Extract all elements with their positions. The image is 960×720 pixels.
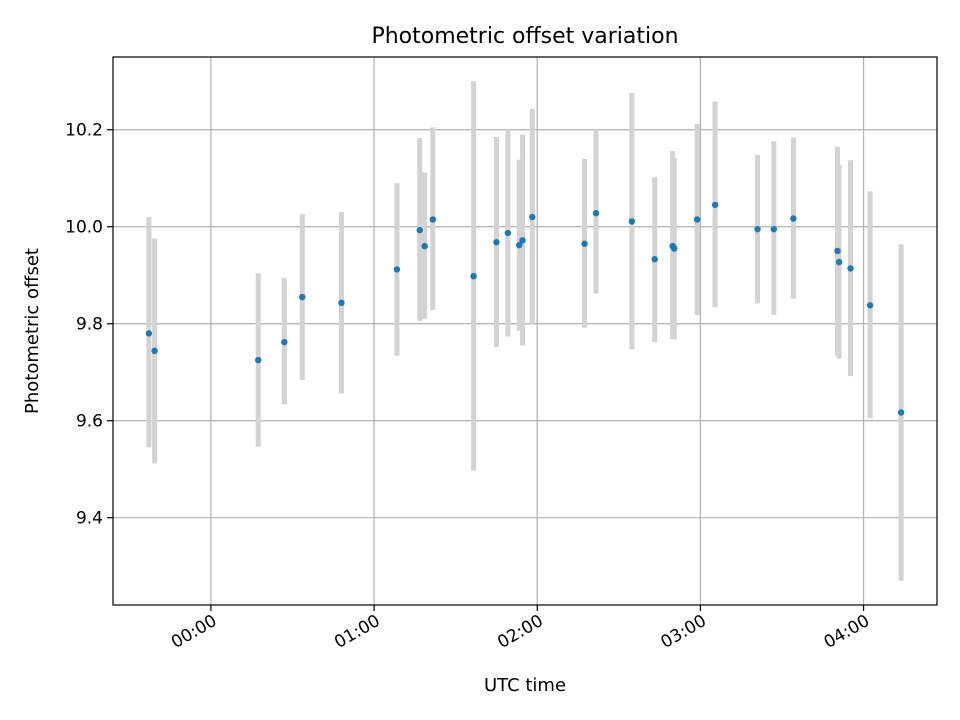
x-axis-title: UTC time xyxy=(484,675,566,696)
data-point xyxy=(628,218,636,225)
y-tick-label: 10.0 xyxy=(65,218,103,238)
data-point xyxy=(790,215,797,222)
data-point xyxy=(255,356,262,364)
data-points xyxy=(145,201,905,416)
y-tick-label: 9.4 xyxy=(76,509,103,529)
data-point xyxy=(470,273,477,280)
data-point xyxy=(299,293,306,301)
data-point xyxy=(581,240,588,247)
data-point xyxy=(393,266,401,273)
data-point xyxy=(416,226,423,234)
data-point xyxy=(866,302,874,309)
data-point xyxy=(592,209,600,217)
data-point xyxy=(281,338,288,346)
data-point xyxy=(671,245,678,252)
y-tick-label: 10.2 xyxy=(65,121,103,141)
data-point xyxy=(516,241,523,249)
data-point xyxy=(504,229,512,237)
data-point xyxy=(834,247,841,255)
data-point xyxy=(151,347,158,355)
data-point xyxy=(529,213,536,221)
data-point xyxy=(338,299,345,307)
plot-frame xyxy=(112,56,938,606)
data-point xyxy=(847,265,854,272)
data-point xyxy=(519,237,526,244)
data-point xyxy=(754,225,761,233)
data-point xyxy=(145,330,153,337)
y-axis: 9.4 9.6 9.8 10.0 10.2 xyxy=(65,121,113,529)
data-point xyxy=(770,225,778,233)
data-point xyxy=(835,258,843,266)
data-point xyxy=(421,242,428,250)
y-tick-label: 9.6 xyxy=(76,412,103,432)
data-point xyxy=(493,239,500,246)
data-point xyxy=(711,201,719,209)
y-tick-label: 9.8 xyxy=(76,315,103,335)
data-point xyxy=(897,409,905,416)
data-point xyxy=(651,256,658,263)
y-axis-title: Photometric offset xyxy=(22,248,43,414)
chart-title: Photometric offset variation xyxy=(371,24,678,49)
data-point xyxy=(429,216,437,223)
data-point xyxy=(693,216,701,223)
